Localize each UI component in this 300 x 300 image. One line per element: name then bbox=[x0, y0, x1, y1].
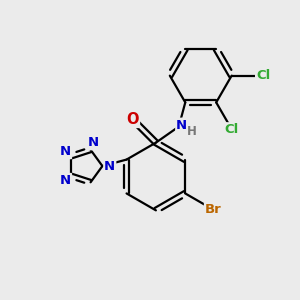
Text: N: N bbox=[87, 136, 98, 149]
Text: N: N bbox=[60, 145, 71, 158]
Text: Cl: Cl bbox=[225, 123, 239, 136]
Text: O: O bbox=[127, 112, 139, 127]
Text: H: H bbox=[187, 124, 197, 137]
Text: N: N bbox=[176, 118, 187, 132]
Text: N: N bbox=[60, 174, 71, 187]
Text: N: N bbox=[104, 160, 115, 172]
Text: Cl: Cl bbox=[256, 69, 270, 82]
Text: Br: Br bbox=[205, 203, 222, 216]
